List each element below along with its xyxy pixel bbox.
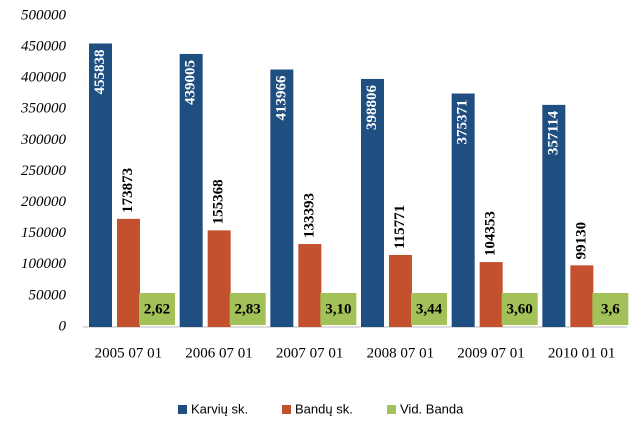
bar (89, 43, 112, 328)
data-label-box (592, 293, 629, 325)
bar (179, 53, 203, 327)
data-label: 375371 (455, 100, 471, 145)
y-tick-label: 350000 (20, 101, 67, 117)
legend-swatch (178, 405, 187, 414)
bar (270, 69, 294, 327)
data-label: 2,62 (144, 301, 170, 317)
y-tick-label: 400000 (21, 70, 67, 86)
bar (361, 78, 384, 328)
bar (389, 254, 412, 327)
data-label-box (229, 293, 266, 325)
legend-label: Karvių sk. (191, 401, 248, 416)
bar (542, 104, 566, 327)
data-label: 3,44 (416, 301, 443, 317)
y-tick-label: 500000 (21, 7, 67, 23)
data-label: 99130 (573, 222, 589, 260)
y-tick-label: 0 (59, 318, 67, 334)
data-label: 104353 (483, 211, 499, 256)
data-label: 413966 (273, 75, 289, 121)
data-label: 133393 (301, 193, 317, 238)
data-label: 398806 (364, 84, 380, 129)
data-label: 3,6 (601, 301, 620, 317)
x-tick-label: 2010 01 01 (548, 345, 616, 361)
y-tick-label: 300000 (20, 132, 67, 148)
bar (207, 230, 231, 327)
y-tick-label: 100000 (21, 256, 67, 272)
data-label-box (139, 293, 175, 325)
data-label: 455838 (92, 49, 108, 94)
data-label: 3,60 (507, 301, 533, 317)
y-tick-label: 200000 (21, 194, 67, 210)
legend-swatch (282, 405, 291, 414)
x-tick-label: 2008 07 01 (367, 345, 435, 361)
data-label: 357114 (545, 110, 561, 155)
data-label: 155368 (211, 179, 227, 224)
legend-label: Vid. Banda (400, 401, 464, 416)
bar (570, 265, 594, 327)
data-label-box (411, 293, 447, 325)
data-label-box (501, 293, 538, 325)
data-label: 115771 (392, 205, 408, 249)
y-tick-label: 450000 (21, 39, 67, 55)
y-tick-label: 150000 (21, 225, 67, 241)
x-tick-label: 2005 07 01 (95, 345, 163, 361)
x-tick-label: 2007 07 01 (276, 345, 344, 361)
data-label: 173873 (120, 168, 136, 213)
data-label: 439005 (183, 60, 199, 105)
data-label: 2,83 (235, 301, 261, 317)
x-tick-label: 2009 07 01 (457, 345, 525, 361)
data-label: 3,10 (325, 301, 351, 317)
data-label-box (320, 293, 357, 325)
y-tick-label: 250000 (21, 163, 67, 179)
y-tick-label: 50000 (29, 287, 67, 303)
legend-swatch (387, 405, 396, 414)
bar (117, 218, 140, 327)
legend-label: Bandų sk. (295, 401, 353, 416)
bar (451, 93, 475, 327)
bar (298, 244, 322, 327)
bar (479, 262, 503, 327)
x-tick-label: 2006 07 01 (185, 345, 253, 361)
